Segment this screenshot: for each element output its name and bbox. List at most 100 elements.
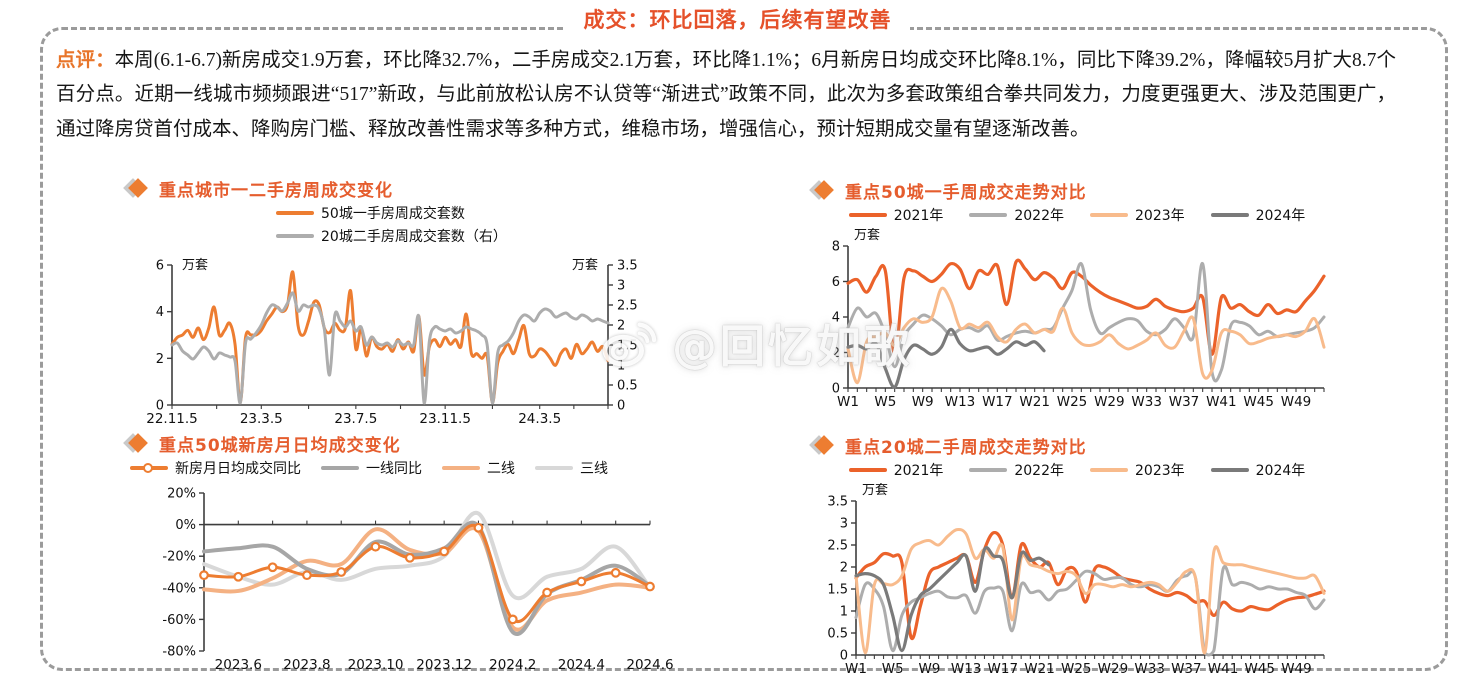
series-marker [404, 552, 415, 563]
legend-item: 2022年 [969, 460, 1064, 480]
legend-label: 50城一手房周成交套数 [321, 206, 465, 222]
legend-label: 二线 [487, 461, 515, 477]
series-marker [336, 567, 347, 577]
page-title-text: 成交：环比回落，后续有望改善 [565, 4, 910, 34]
series-marker [542, 587, 552, 598]
legend-swatch [1210, 213, 1249, 217]
legend-item: 2024年 [1210, 460, 1306, 480]
legend-swatch [535, 466, 573, 470]
legend-swatch [848, 468, 887, 472]
legend-label: 2021年 [893, 463, 944, 479]
series-marker [302, 570, 312, 581]
series-marker [645, 581, 655, 592]
y-tick-label: 0 [832, 382, 840, 397]
legend-item: 一线同比 [321, 458, 422, 478]
series-marker [199, 570, 209, 581]
y-tick-label: 1.5 [617, 339, 638, 354]
y-tick-label: 1 [617, 359, 625, 374]
x-tick-label: 2023.6 [215, 657, 262, 673]
chart-plot: 20% 0% -20% -40% -60% -80% 2023.6 2023.8 2023.10… [126, 481, 674, 677]
x-tick-label: W29 [1094, 394, 1125, 410]
y-tick-label: 0.5 [617, 379, 638, 394]
y-tick-label: 0 [617, 399, 625, 414]
x-tick-label: W49 [1281, 394, 1312, 410]
chart-legend: 新房月日均成交同比 一线同比 二线 三线 [130, 458, 674, 478]
y-tick-label: -60% [162, 613, 196, 628]
series-marker [507, 614, 518, 625]
legend-swatch [1210, 468, 1249, 472]
series-line [846, 262, 1326, 383]
y-tick-label: 2 [840, 561, 848, 576]
series-line [170, 291, 610, 405]
chart-50city-new-home-monthly-yoy: 重点50城新房月日均成交变化 新房月日均成交同比 一线同比 二线 三线 20% 0% -2… [123, 431, 674, 677]
series-line [846, 327, 1046, 389]
x-tick-label: W29 [1098, 661, 1129, 677]
legend-item: 二线 [442, 458, 515, 478]
x-tick-label: W17 [988, 661, 1019, 677]
legend-item: 三线 [535, 458, 608, 478]
legend-label: 三线 [580, 461, 608, 477]
chart-header: 重点50城一手周成交走势对比 [809, 178, 1342, 203]
legend-swatch [442, 466, 480, 470]
legend-label: 一线同比 [366, 461, 422, 477]
x-tick-label: W5 [882, 661, 904, 677]
series-marker [473, 522, 484, 533]
series-line [202, 510, 652, 601]
chart-50city-new-home-weekly-comparison: 重点50城一手周成交走势对比 2021年 2022年 2023年 2024年 0 2 4 6… [809, 178, 1342, 414]
y-tick-label: 0 [840, 649, 848, 664]
y-tick-label: 2.5 [827, 539, 848, 554]
y-tick-label: 2.5 [617, 299, 638, 314]
x-tick-label: W45 [1244, 661, 1275, 677]
axis-unit-label: 万套 [854, 228, 880, 243]
legend-swatch [1090, 468, 1128, 472]
legend-label: 2024年 [1255, 208, 1306, 224]
chart-title: 重点50城一手周成交走势对比 [845, 182, 1087, 203]
legend-item: 2021年 [848, 205, 944, 225]
chart-title: 重点50城新房月日均成交变化 [159, 435, 401, 456]
chart-title: 重点20城二手周成交走势对比 [845, 437, 1087, 458]
chart-legend: 50城一手房周成交套数 20城二手房周成交套数（右） [276, 203, 674, 246]
series-marker [439, 546, 450, 557]
series-marker [370, 541, 381, 552]
axis-unit-label: 万套 [182, 257, 208, 273]
series-marker [267, 562, 278, 573]
y-tick-label: 2 [832, 346, 840, 361]
x-tick-label: 2023.10 [348, 657, 404, 673]
legend-swatch [848, 213, 887, 217]
x-tick-label: W5 [874, 394, 896, 410]
x-tick-label: 2024.6 [626, 657, 673, 673]
series-marker [576, 576, 587, 587]
x-tick-label: 2024.4 [558, 657, 605, 673]
x-tick-label: W37 [1169, 394, 1200, 410]
x-tick-label: W9 [912, 394, 934, 410]
legend-label: 2023年 [1135, 208, 1185, 224]
legend-swatch [321, 466, 359, 470]
chart-header: 重点城市一二手房周成交变化 [123, 176, 674, 201]
x-tick-label: W45 [1243, 394, 1274, 410]
x-tick-label: W17 [982, 394, 1013, 410]
series-line [854, 565, 1326, 657]
x-tick-label: W1 [845, 661, 867, 677]
chart-canvas: 0 0.5 1 1.5 2 2.5 3 3.5 W1 W5 W9 W13 W17 W21 W25 W29 W33… [827, 482, 1326, 677]
chart-plot: 0 2 4 6 8 W1 W5 W9 W13 W17 W21 W25 W29 W33 W37 W41 W45 W4… [812, 227, 1342, 414]
x-tick-label: 2024.2 [489, 657, 536, 673]
y-tick-label: 1.5 [827, 583, 848, 598]
chart-header: 重点20城二手周成交走势对比 [809, 433, 1342, 458]
legend-label: 2024年 [1255, 463, 1306, 479]
x-tick-label: 2023.12 [416, 657, 472, 673]
legend-swatch [276, 234, 314, 238]
x-tick-label: 2023.8 [283, 657, 330, 673]
legend-marker-dot [143, 462, 153, 473]
legend-item: 2022年 [969, 205, 1064, 225]
legend-swatch [969, 213, 1008, 217]
x-tick-label: W33 [1131, 394, 1162, 410]
legend-item: 2024年 [1210, 205, 1306, 225]
x-tick-label: W21 [1019, 394, 1050, 410]
y-tick-label: -80% [162, 645, 196, 660]
y-tick-label: 0.5 [827, 627, 848, 642]
x-tick-label: W1 [837, 394, 859, 410]
legend-label: 2021年 [893, 208, 944, 224]
y-tick-label: 3.5 [827, 495, 848, 510]
chart-title: 重点城市一二手房周成交变化 [159, 180, 393, 201]
series-marker [233, 571, 244, 582]
